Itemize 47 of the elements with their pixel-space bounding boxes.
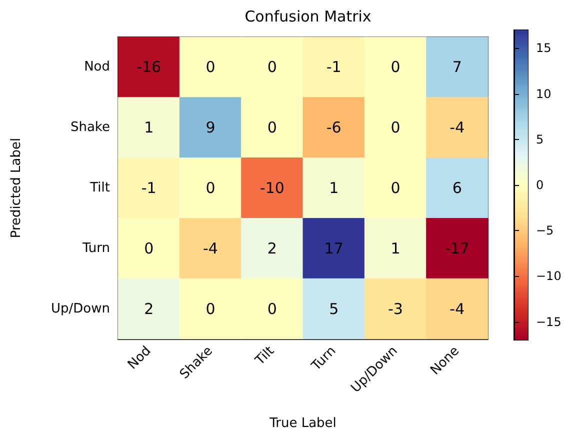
chart-title: Confusion Matrix: [244, 8, 372, 26]
data-label: 0: [206, 300, 216, 318]
color-bar-label: 10: [536, 86, 552, 101]
data-label: -10: [260, 179, 284, 197]
color-bar-label: 5: [536, 132, 544, 146]
data-label: 0: [267, 58, 277, 76]
data-label: -4: [203, 239, 218, 258]
x-tick-label: Turn: [308, 344, 340, 374]
data-label: -1: [141, 179, 156, 197]
color-bar-label: 15: [536, 41, 552, 56]
data-label: -16: [136, 58, 162, 76]
color-bar-label: 0: [536, 178, 544, 192]
data-label: 0: [206, 58, 216, 76]
data-label: 1: [329, 179, 339, 197]
color-bar-label: −10: [536, 269, 562, 284]
data-label: 0: [390, 179, 400, 197]
data-label: 0: [390, 118, 400, 137]
color-bar-label: −15: [536, 314, 562, 329]
data-label: 0: [267, 118, 277, 137]
data-label: 0: [206, 179, 216, 197]
data-label: 1: [144, 118, 154, 137]
data-label: 6: [452, 179, 462, 197]
y-axis-title: Predicted Label: [9, 138, 24, 238]
data-label: 2: [267, 239, 277, 258]
data-label: 2: [144, 300, 154, 318]
data-label: -4: [450, 300, 465, 318]
color-bar-label: −5: [536, 224, 554, 238]
y-tick-label: Tilt: [89, 180, 110, 196]
data-label: 9: [206, 118, 216, 137]
y-tick-label: Shake: [70, 120, 110, 136]
data-label: -17: [444, 239, 470, 258]
y-tick-label: Nod: [84, 60, 110, 75]
x-tick-label: Tilt: [252, 344, 278, 370]
y-tick-label: Turn: [81, 240, 110, 256]
x-axis-title: True Label: [268, 416, 336, 431]
data-label: -6: [326, 118, 342, 137]
data-label: -3: [388, 300, 403, 318]
data-label: -1: [326, 58, 342, 76]
data-label: 5: [329, 300, 339, 318]
data-label: 0: [267, 300, 277, 318]
data-label: 17: [324, 239, 344, 258]
data-label: -4: [450, 118, 465, 137]
y-tick-label: Up/Down: [51, 301, 110, 316]
data-label: 7: [452, 58, 462, 76]
data-label: 0: [144, 239, 154, 258]
data-label: 1: [390, 239, 400, 258]
data-label: 0: [390, 58, 400, 76]
